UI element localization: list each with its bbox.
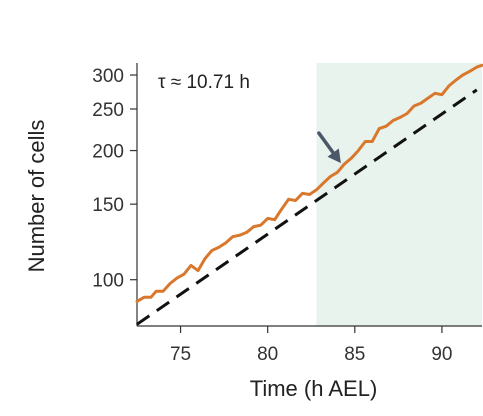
x-tick-label: 80: [257, 344, 278, 365]
series-growth-curve: [135, 63, 483, 303]
y-tick-label: 250: [92, 100, 124, 121]
y-tick-label: 150: [92, 195, 124, 216]
x-tick-label: 90: [431, 344, 452, 365]
y-axis-title: Number of cells: [24, 120, 49, 273]
arrow-shaft: [317, 131, 337, 157]
tau-annotation: τ ≈ 10.71 h: [158, 72, 250, 93]
series-exponential-fit: [136, 88, 478, 326]
x-tick-label: 75: [170, 344, 191, 365]
x-tick-label: 85: [344, 344, 365, 365]
y-tick-label: 300: [92, 66, 124, 87]
x-axis-title: Time (h AEL): [250, 376, 378, 401]
y-tick-label: 200: [92, 142, 124, 163]
arrow-head: [327, 148, 341, 164]
y-tick-label: 100: [92, 271, 124, 292]
